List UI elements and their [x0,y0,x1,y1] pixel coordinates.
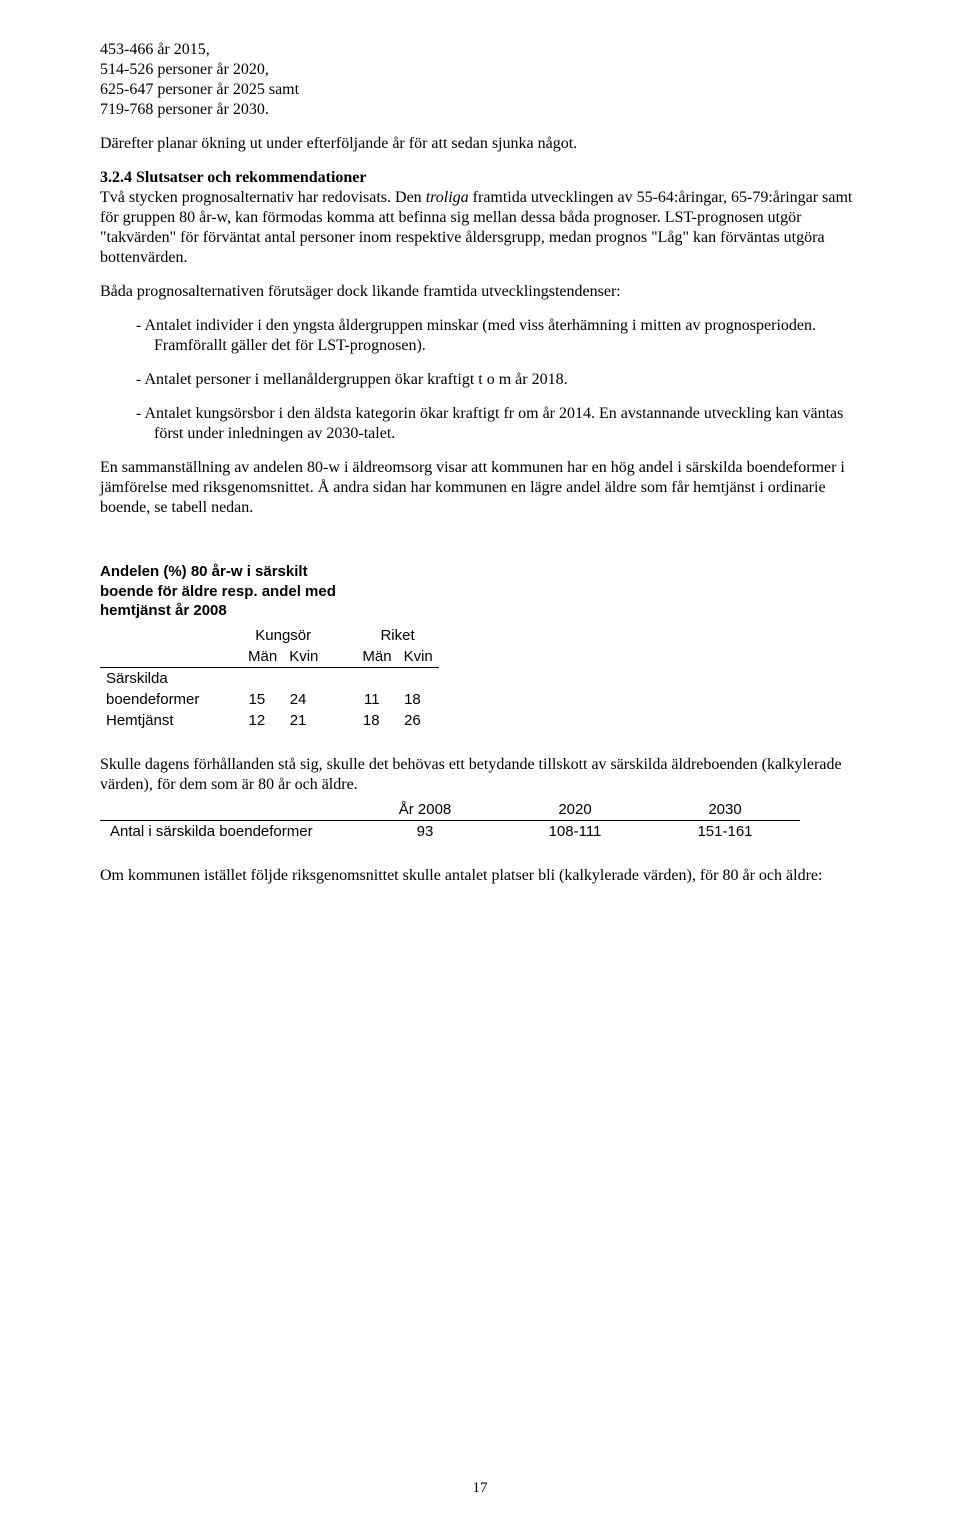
col-header-men: Män [356,646,397,668]
title-line-2: boende för äldre resp. andel med [100,583,336,600]
col-header-men: Män [242,646,283,668]
region-b-header: Riket [356,625,438,646]
cell-value: 151-161 [650,820,800,842]
intro-line-2: 514-526 personer år 2020, [100,60,860,80]
intro-line-3: 625-647 personer år 2025 samt [100,80,860,100]
region-a-header: Kungsör [242,625,324,646]
cell-value: 21 [283,710,324,731]
bullet-list: Antalet individer i den yngsta åldergrup… [100,316,860,444]
table-row: År 2008 2020 2030 [100,799,800,821]
after-table-paragraph: Skulle dagens förhållanden stå sig, skul… [100,755,860,795]
row-label-line1: Särskilda [100,667,242,689]
col-header-women: Kvin [283,646,324,668]
table-row: Kungsör Riket [100,625,439,646]
section-heading: 3.2.4 Slutsatser och rekommendationer [100,168,860,188]
title-line-1: Andelen (%) 80 år-w i särskilt [100,563,308,580]
table-row: Antal i särskilda boendeformer 93 108-11… [100,820,800,842]
intro-line-4: 719-768 personer år 2030. [100,100,860,120]
p1-italic: troliga [426,189,469,206]
cell-value: 15 [242,689,283,710]
list-item: Antalet kungsörsbor i den äldsta kategor… [118,404,860,444]
cell-value: 93 [350,820,500,842]
cell-value: 108-111 [500,820,650,842]
cell-value: 26 [398,710,439,731]
list-item: Antalet individer i den yngsta åldergrup… [118,316,860,356]
cell-value: 12 [242,710,283,731]
table-row: Särskilda [100,667,439,689]
row-label-line2: boendeformer [100,689,242,710]
cell-value: 18 [398,689,439,710]
percent-table-title: Andelen (%) 80 år-w i särskilt boende fö… [100,562,860,621]
cell-value: 11 [356,689,397,710]
year-header: 2020 [500,799,650,821]
table-row: Män Kvin Män Kvin [100,646,439,668]
year-header: 2030 [650,799,800,821]
row-label: Antal i särskilda boendeformer [100,820,350,842]
section-paragraph-3: En sammanställning av andelen 80-w i äld… [100,458,860,518]
list-item: Antalet personer i mellanåldergruppen ök… [118,370,860,390]
page-number: 17 [0,1480,960,1497]
percent-table: Kungsör Riket Män Kvin Män Kvin Särskild… [100,625,439,731]
table-row: Hemtjänst 12 21 18 26 [100,710,439,731]
row-label: Hemtjänst [100,710,242,731]
section-paragraph-2: Båda prognosalternativen förutsäger dock… [100,282,860,302]
final-paragraph: Om kommunen istället följde riksgenomsni… [100,866,860,886]
table-row: boendeformer 15 24 11 18 [100,689,439,710]
col-header-women: Kvin [398,646,439,668]
after-intro-paragraph: Därefter planar ökning ut under efterföl… [100,134,860,154]
cell-value: 24 [283,689,324,710]
year-header: År 2008 [350,799,500,821]
cell-value: 18 [356,710,397,731]
year-table: År 2008 2020 2030 Antal i särskilda boen… [100,799,800,842]
intro-line-1: 453-466 år 2015, [100,40,860,60]
p1-text-a: Två stycken prognosalternativ har redovi… [100,189,426,206]
section-paragraph-1: Två stycken prognosalternativ har redovi… [100,188,860,268]
title-line-3: hemtjänst år 2008 [100,602,227,619]
